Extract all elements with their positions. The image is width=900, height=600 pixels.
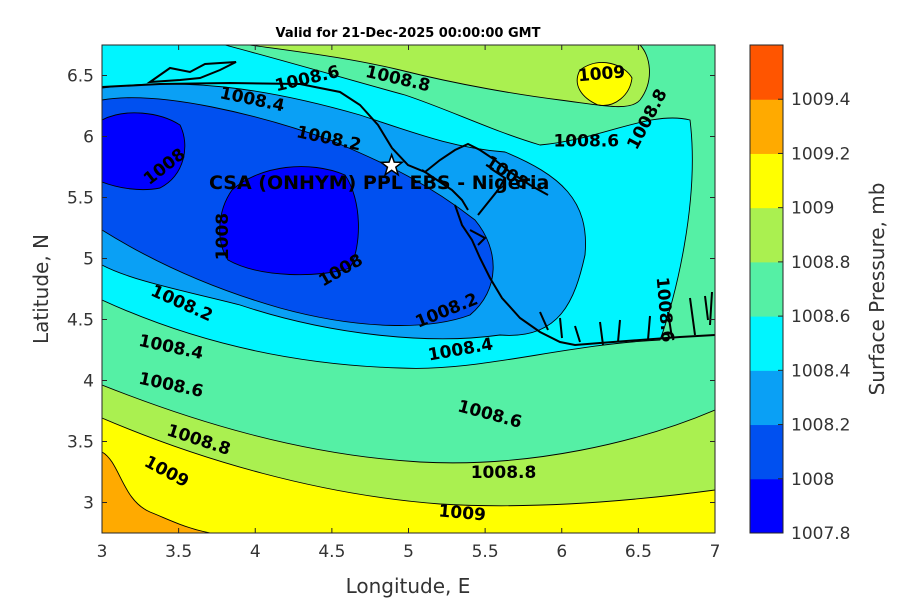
colorbar-swatch bbox=[750, 261, 783, 317]
colorbar-tick-label: 1008.2 bbox=[791, 416, 850, 436]
y-tick-label: 3.5 bbox=[67, 433, 94, 453]
band-1009.2-south bbox=[102, 452, 210, 533]
y-tick-label: 3 bbox=[83, 494, 94, 514]
y-tick-label: 5.5 bbox=[67, 189, 94, 209]
site-star-icon bbox=[378, 152, 405, 177]
site-group: CSA (ONHYM) PPL EBS - Nigeria bbox=[209, 152, 549, 194]
y-axis-label: Latitude, N bbox=[29, 234, 53, 344]
y-tick-label: 6 bbox=[83, 128, 94, 148]
colorbar-frame bbox=[749, 44, 784, 534]
band-1007.8-center bbox=[219, 166, 359, 275]
site-label: CSA (ONHYM) PPL EBS - Nigeria bbox=[209, 172, 549, 194]
colorbar-tick-label: 1009.4 bbox=[791, 90, 850, 110]
y-tick-label: 5 bbox=[83, 250, 94, 270]
coastline bbox=[102, 61, 715, 347]
colorbar-tick-label: 1007.8 bbox=[791, 524, 850, 544]
x-tick-label: 7 bbox=[710, 542, 721, 562]
pressure-field bbox=[102, 45, 715, 533]
colorbar-swatch bbox=[750, 45, 783, 100]
contour-label: 1008.8 bbox=[471, 463, 537, 483]
colorbar-swatch bbox=[750, 370, 783, 426]
colorbar-swatch bbox=[750, 153, 783, 209]
band-1009-south bbox=[102, 418, 715, 533]
band-1007.8-west bbox=[102, 112, 185, 190]
x-tick-label: 6.5 bbox=[625, 542, 652, 562]
contour-label: 1009 bbox=[438, 501, 487, 525]
band-1008.8-north bbox=[102, 45, 650, 107]
colorbar-tick-label: 1008 bbox=[791, 470, 834, 490]
colorbar-tick-label: 1009 bbox=[791, 199, 834, 219]
colorbar-tick-label: 1008.8 bbox=[791, 253, 850, 273]
band-1009-north bbox=[577, 62, 632, 106]
x-axis-label: Longitude, E bbox=[346, 574, 471, 598]
colorbar-swatch bbox=[750, 424, 783, 480]
x-tick-label: 3 bbox=[97, 542, 108, 562]
x-tick-label: 3.5 bbox=[165, 542, 192, 562]
colorbar-swatch bbox=[750, 99, 783, 154]
x-tick-label: 5.5 bbox=[472, 542, 499, 562]
x-tick-label: 4 bbox=[250, 542, 261, 562]
map-title: Valid for 21-Dec-2025 00:00:00 GMT bbox=[276, 26, 541, 41]
x-tick-label: 5 bbox=[403, 542, 414, 562]
y-tick-label: 6.5 bbox=[67, 67, 94, 87]
x-axis: 3 3.5 4 4.5 5 5.5 6 6.5 7 bbox=[97, 45, 721, 562]
x-tick-label: 6 bbox=[556, 542, 567, 562]
y-tick-label: 4.5 bbox=[67, 311, 94, 331]
contour-label: 1009 bbox=[577, 62, 626, 86]
y-tick-label: 4 bbox=[83, 372, 94, 392]
colorbar-swatch bbox=[750, 478, 783, 534]
colorbar-swatch bbox=[750, 316, 783, 371]
y-axis: 3 3.5 4 4.5 5 5.5 6 6.5 bbox=[67, 67, 715, 514]
contour-lines bbox=[102, 45, 715, 533]
colorbar-label: Surface Pressure, mb bbox=[865, 183, 889, 396]
x-tick-label: 4.5 bbox=[318, 542, 345, 562]
colorbar-swatch bbox=[750, 207, 783, 263]
contour-label: 1008.6 bbox=[553, 131, 619, 151]
colorbar-tick-label: 1009.2 bbox=[791, 144, 850, 164]
colorbar-tick-label: 1008.4 bbox=[791, 361, 850, 381]
colorbar-tick-label: 1008.6 bbox=[791, 307, 850, 327]
contour-label: 1008 bbox=[213, 213, 233, 260]
colorbar: 1007.8 1008 1008.2 1008.4 1008.6 1008.8 1009 10… bbox=[749, 44, 850, 544]
